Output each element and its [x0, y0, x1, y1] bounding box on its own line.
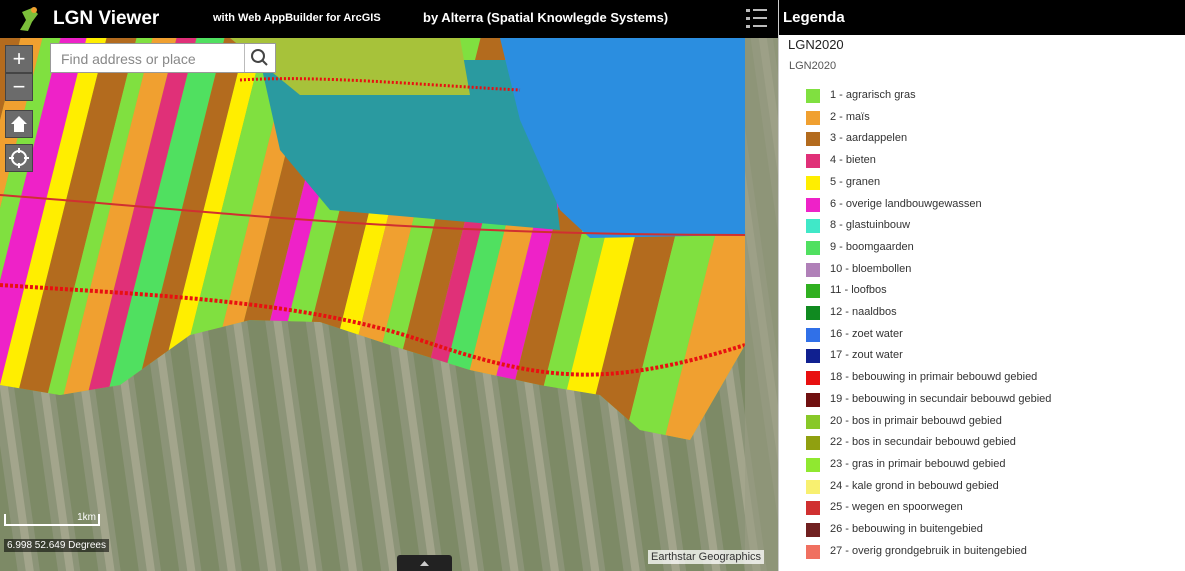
- legend-label: 20 - bos in primair bebouwd gebied: [830, 414, 1002, 427]
- legend-swatch: [806, 349, 820, 364]
- legend-label: 10 - bloembollen: [830, 262, 912, 275]
- legend-swatch: [806, 544, 820, 559]
- legend-title: Legenda: [779, 0, 1185, 35]
- scale-label: 1km: [77, 512, 96, 523]
- legend-label: 16 - zoet water: [830, 327, 903, 340]
- legend-swatch: [806, 523, 820, 537]
- map[interactable]: [0, 38, 778, 571]
- header: LGN Viewer with Web AppBuilder for ArcGI…: [0, 0, 778, 38]
- legend-label: 5 - granen: [830, 175, 881, 188]
- legend-swatch: [806, 436, 820, 451]
- legend-swatch: [806, 392, 820, 407]
- legend-panel: Legenda LGN2020 LGN2020 1 - agrarisch gr…: [778, 0, 1185, 571]
- legend-swatch: [806, 240, 820, 255]
- legend-swatch: [806, 154, 820, 169]
- legend-swatch: [806, 262, 820, 277]
- legend-swatch: [806, 284, 820, 299]
- land-use-layer: [0, 38, 745, 440]
- legend-label: 11 - loofbos: [830, 284, 887, 297]
- legend-swatch: [806, 306, 820, 320]
- legend-swatch: [806, 414, 820, 429]
- bottom-panel-toggle[interactable]: [397, 555, 452, 571]
- legend-label: 3 - aardappelen: [830, 132, 908, 145]
- search-placeholder: Find address or place: [61, 51, 196, 67]
- legend-label: 12 - naaldbos: [830, 306, 897, 318]
- home-button[interactable]: [5, 110, 33, 138]
- legend-swatch: [806, 327, 820, 342]
- logo: [20, 7, 38, 31]
- legend-swatch: [806, 110, 820, 125]
- legend-label: 1 - agrarisch gras: [830, 89, 916, 101]
- locate-icon: [9, 148, 29, 168]
- legend-label: 24 - kale grond in bebouwd gebied: [830, 479, 999, 492]
- legend-label: 4 - bieten: [830, 154, 876, 167]
- legend-label: 26 - bebouwing in buitengebied: [830, 523, 983, 535]
- search-button[interactable]: [244, 44, 275, 72]
- legend-swatch: [806, 479, 820, 494]
- zoom-out[interactable]: −: [5, 73, 33, 101]
- search-box[interactable]: Find address or place: [50, 43, 276, 73]
- attribution: Earthstar Geographics: [648, 550, 765, 564]
- legend-layer: LGN2020: [788, 37, 844, 52]
- legend-sublayer: LGN2020: [789, 60, 837, 72]
- legend-label: 19 - bebouwing in secundair bebouwd gebi…: [830, 392, 1052, 405]
- legend-label: 27 - overig grondgebruik in buitengebied: [830, 544, 1027, 557]
- legend-label: 9 - boomgaarden: [830, 240, 914, 253]
- legend-label: 23 - gras in primair bebouwd gebied: [830, 457, 1006, 470]
- legend-swatch: [806, 175, 820, 190]
- legend-label: 2 - maïs: [830, 110, 870, 123]
- legend-label: 22 - bos in secundair bebouwd gebied: [830, 436, 1016, 449]
- legend-swatch: [806, 132, 820, 147]
- legend-swatch: [806, 371, 820, 386]
- legend-swatch: [806, 219, 820, 234]
- arrow-icon: [420, 561, 429, 566]
- legend-label: 25 - wegen en spoorwegen: [830, 501, 963, 514]
- home-icon: [11, 116, 27, 132]
- legend-swatch: [806, 457, 820, 472]
- search-icon: [251, 49, 268, 66]
- app-credit: by Alterra (Spatial Knowlegde Systems): [423, 10, 669, 25]
- legend-label: 8 - glastuinbouw: [830, 219, 911, 232]
- legend-label: 6 - overige landbouwgewassen: [830, 197, 982, 210]
- app-title: LGN Viewer: [53, 8, 160, 29]
- legend-swatch: [806, 501, 820, 516]
- legend-swatch: [806, 89, 820, 103]
- legend-swatch: [806, 197, 820, 212]
- menu-icon[interactable]: [745, 6, 769, 30]
- satellite-edge: [745, 38, 778, 571]
- coordinates: 6.998 52.649 Degrees: [4, 539, 109, 552]
- locate-button[interactable]: [5, 144, 33, 172]
- scale-bar: 1km: [4, 512, 100, 526]
- legend-label: 17 - zout water: [830, 349, 903, 362]
- legend-label: 18 - bebouwing in primair bebouwd gebied: [830, 371, 1038, 384]
- app-subtitle: with Web AppBuilder for ArcGIS: [213, 12, 381, 24]
- zoom-in[interactable]: +: [5, 45, 33, 73]
